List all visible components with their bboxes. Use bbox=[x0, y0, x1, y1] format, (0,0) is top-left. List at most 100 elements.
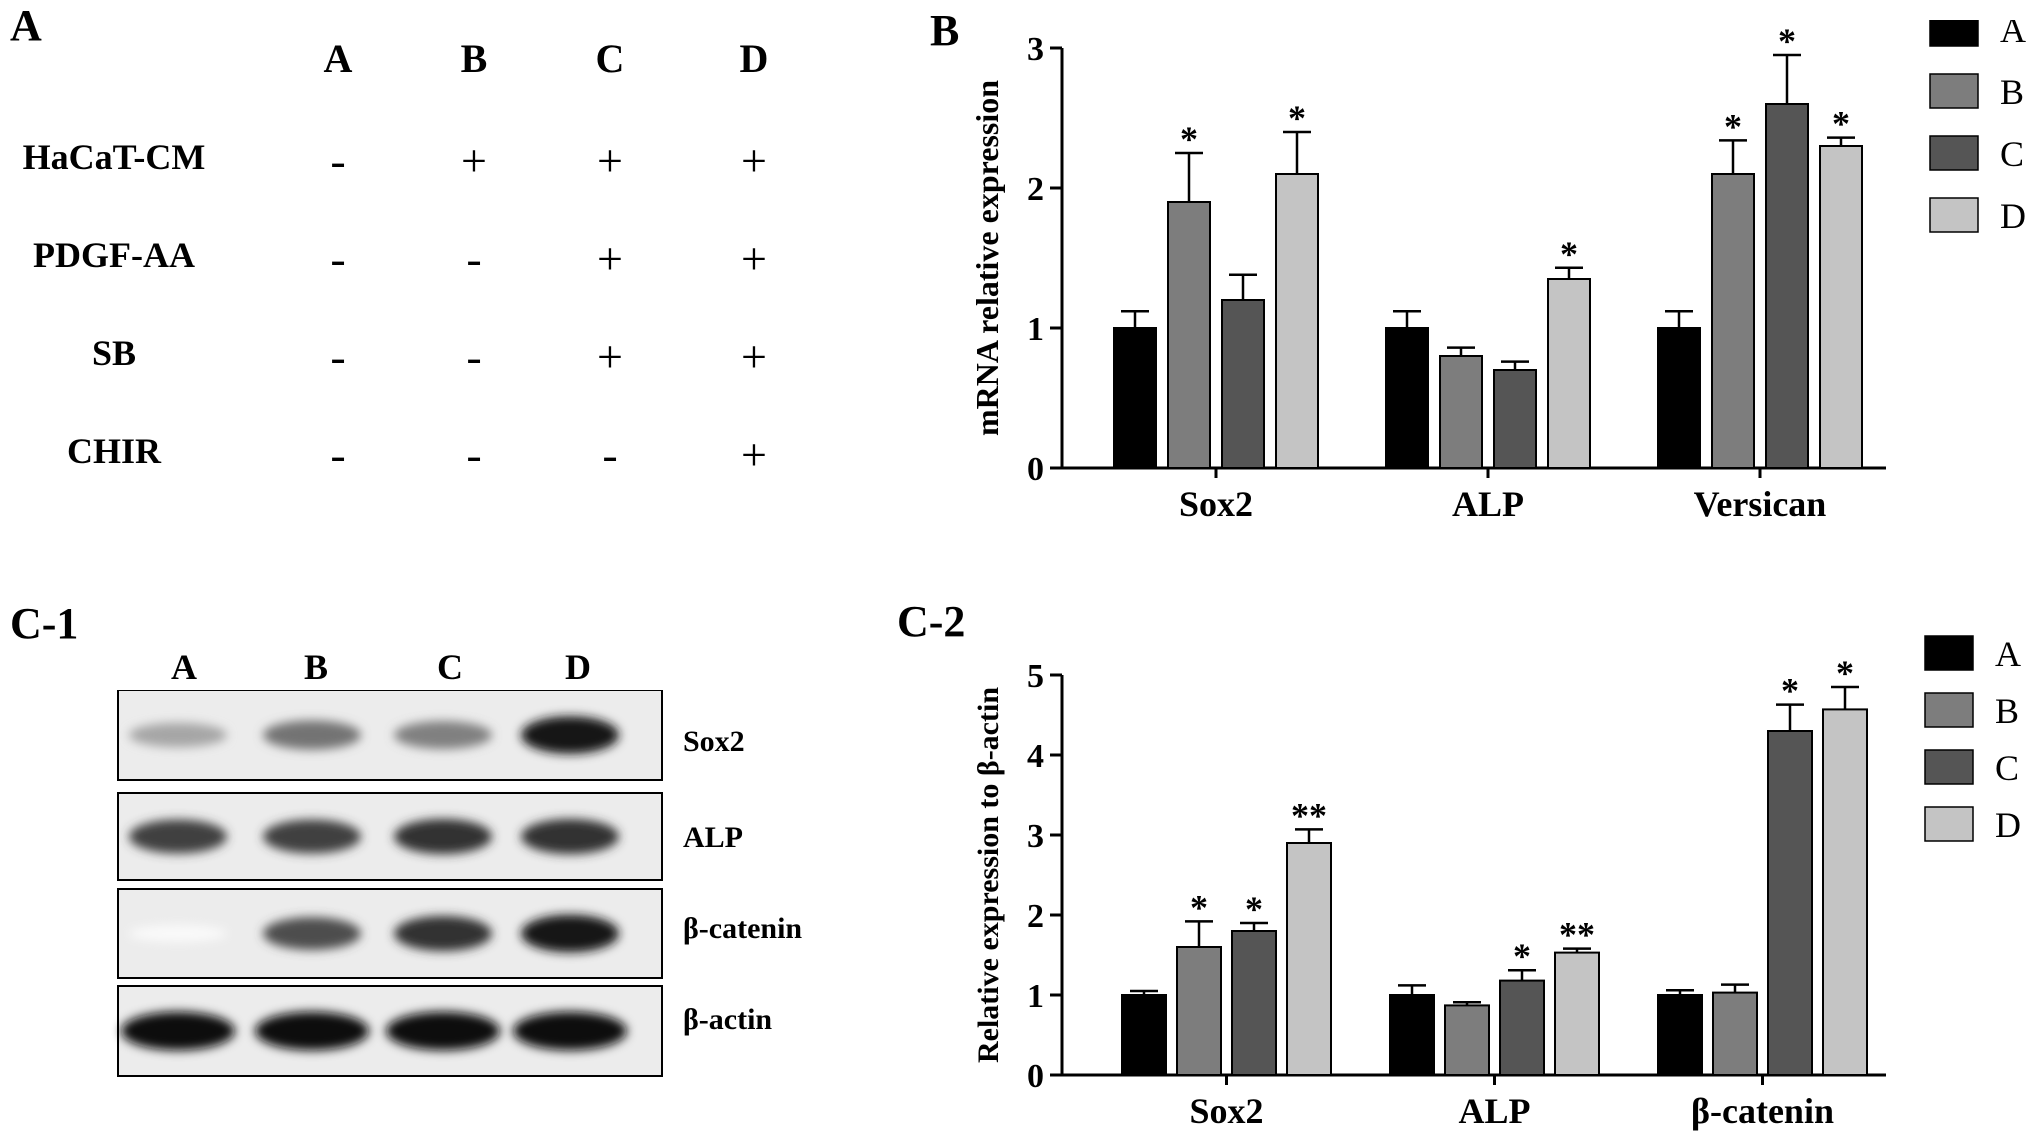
bar bbox=[1167, 201, 1211, 469]
bar bbox=[1765, 103, 1809, 469]
panel-a-letter: A bbox=[10, 1, 42, 50]
bar bbox=[1657, 994, 1703, 1076]
bar bbox=[1499, 979, 1545, 1077]
significance-marker: * bbox=[1724, 106, 1742, 146]
panel-a-sign: - bbox=[330, 429, 346, 480]
panel-a-row-label: PDGF-AA bbox=[33, 235, 195, 275]
panel-a-sign: - bbox=[602, 429, 618, 480]
significance-marker: * bbox=[1836, 653, 1854, 693]
panel-a-sign: - bbox=[330, 331, 346, 382]
chart-c2: 0 1 2 3 4 5 Relative expression to β-actin Sox2… bbox=[972, 634, 2021, 1131]
panel-a-col-head: B bbox=[460, 36, 488, 81]
bar bbox=[1275, 173, 1319, 469]
blot-band bbox=[255, 1011, 369, 1051]
bar bbox=[1819, 145, 1863, 469]
y-tick-label: 1 bbox=[1027, 311, 1044, 348]
panel-a-row-label: SB bbox=[91, 333, 137, 373]
panel-a-row-label: CHIR bbox=[66, 431, 161, 471]
blot-band bbox=[129, 819, 227, 854]
legend-label: D bbox=[2000, 196, 2026, 236]
significance-marker: * bbox=[1781, 671, 1799, 711]
blot-band bbox=[521, 716, 619, 754]
blot-band bbox=[129, 925, 227, 942]
panel-a-sign: + bbox=[597, 233, 623, 284]
bar bbox=[1444, 1004, 1490, 1076]
legend-swatch bbox=[1924, 692, 1974, 728]
panel-a-sign: - bbox=[466, 429, 482, 480]
significance-marker: * bbox=[1560, 234, 1578, 274]
blot-band bbox=[386, 1011, 500, 1051]
x-tick-label: Sox2 bbox=[1189, 1091, 1263, 1131]
blot-label: ALP bbox=[683, 821, 743, 854]
significance-marker: ** bbox=[1291, 795, 1327, 835]
blot-band bbox=[121, 1011, 235, 1051]
x-tick-label: ALP bbox=[1452, 484, 1524, 524]
panel-a-sign: - bbox=[466, 233, 482, 284]
panel-a-sign: + bbox=[741, 233, 767, 284]
bar bbox=[1822, 708, 1868, 1077]
panel-c1-letter: C-1 bbox=[10, 599, 79, 648]
significance-marker: * bbox=[1513, 936, 1531, 976]
panel-b-letter: B bbox=[930, 6, 960, 55]
legend-swatch bbox=[1929, 197, 1979, 233]
bar bbox=[1767, 730, 1813, 1076]
legend-swatch bbox=[1929, 135, 1979, 171]
blot-band bbox=[263, 819, 361, 854]
panel-c2-letter: C-2 bbox=[897, 597, 966, 646]
bar bbox=[1221, 299, 1265, 469]
y-tick-label: 2 bbox=[1027, 171, 1044, 208]
y-axis-label: Relative expression to β-actin bbox=[972, 687, 1005, 1063]
bar bbox=[1389, 994, 1435, 1076]
panel-a-col-head: C bbox=[595, 36, 625, 81]
legend-swatch bbox=[1924, 806, 1974, 842]
panel-a-sign: - bbox=[330, 135, 346, 186]
panel-a-sign: - bbox=[466, 331, 482, 382]
y-tick-label: 0 bbox=[1027, 451, 1044, 488]
x-tick-label: β-catenin bbox=[1691, 1091, 1834, 1131]
legend-swatch bbox=[1929, 20, 1979, 47]
blot-band bbox=[263, 917, 361, 950]
blot-band bbox=[513, 1011, 627, 1051]
bar bbox=[1439, 355, 1483, 469]
legend-label: B bbox=[1995, 691, 2019, 731]
bar bbox=[1493, 369, 1537, 469]
panel-a-sign: + bbox=[741, 429, 767, 480]
panel-a-sign: + bbox=[461, 135, 487, 186]
y-tick-label: 1 bbox=[1027, 978, 1044, 1015]
bar bbox=[1286, 842, 1332, 1076]
y-tick-label: 2 bbox=[1027, 898, 1044, 935]
legend-swatch bbox=[1924, 635, 1974, 671]
legend-swatch bbox=[1929, 73, 1979, 109]
x-tick-label: Versican bbox=[1694, 484, 1827, 524]
significance-marker: * bbox=[1180, 119, 1198, 159]
blot-label: β-catenin bbox=[683, 912, 803, 945]
panel-a-sign: + bbox=[597, 331, 623, 382]
y-tick-label: 0 bbox=[1027, 1058, 1044, 1095]
blot-lane-label: D bbox=[565, 647, 591, 687]
panel-a-sign: + bbox=[741, 135, 767, 186]
blot-band bbox=[394, 818, 492, 855]
panel-a-sign: + bbox=[741, 331, 767, 382]
y-tick-label: 4 bbox=[1027, 738, 1044, 775]
legend-label: A bbox=[1995, 634, 2021, 674]
y-tick-label: 3 bbox=[1027, 818, 1044, 855]
legend-label: C bbox=[1995, 748, 2019, 788]
bar bbox=[1657, 327, 1701, 469]
y-tick-label: 5 bbox=[1027, 658, 1044, 695]
significance-marker: * bbox=[1778, 21, 1796, 61]
bar bbox=[1712, 991, 1758, 1077]
panel-a-col-head: A bbox=[323, 36, 353, 81]
significance-marker: * bbox=[1190, 887, 1208, 927]
legend-swatch bbox=[1924, 749, 1974, 785]
bar bbox=[1385, 327, 1429, 469]
bar bbox=[1554, 951, 1600, 1077]
blot-band bbox=[394, 915, 492, 952]
bar bbox=[1547, 278, 1591, 469]
legend-label: B bbox=[2000, 72, 2024, 112]
blot-band bbox=[521, 818, 619, 855]
bar bbox=[1711, 173, 1755, 469]
blot-band bbox=[129, 722, 227, 748]
blot-label: Sox2 bbox=[683, 725, 745, 758]
significance-marker: * bbox=[1288, 98, 1306, 138]
x-tick-label: ALP bbox=[1459, 1091, 1531, 1131]
